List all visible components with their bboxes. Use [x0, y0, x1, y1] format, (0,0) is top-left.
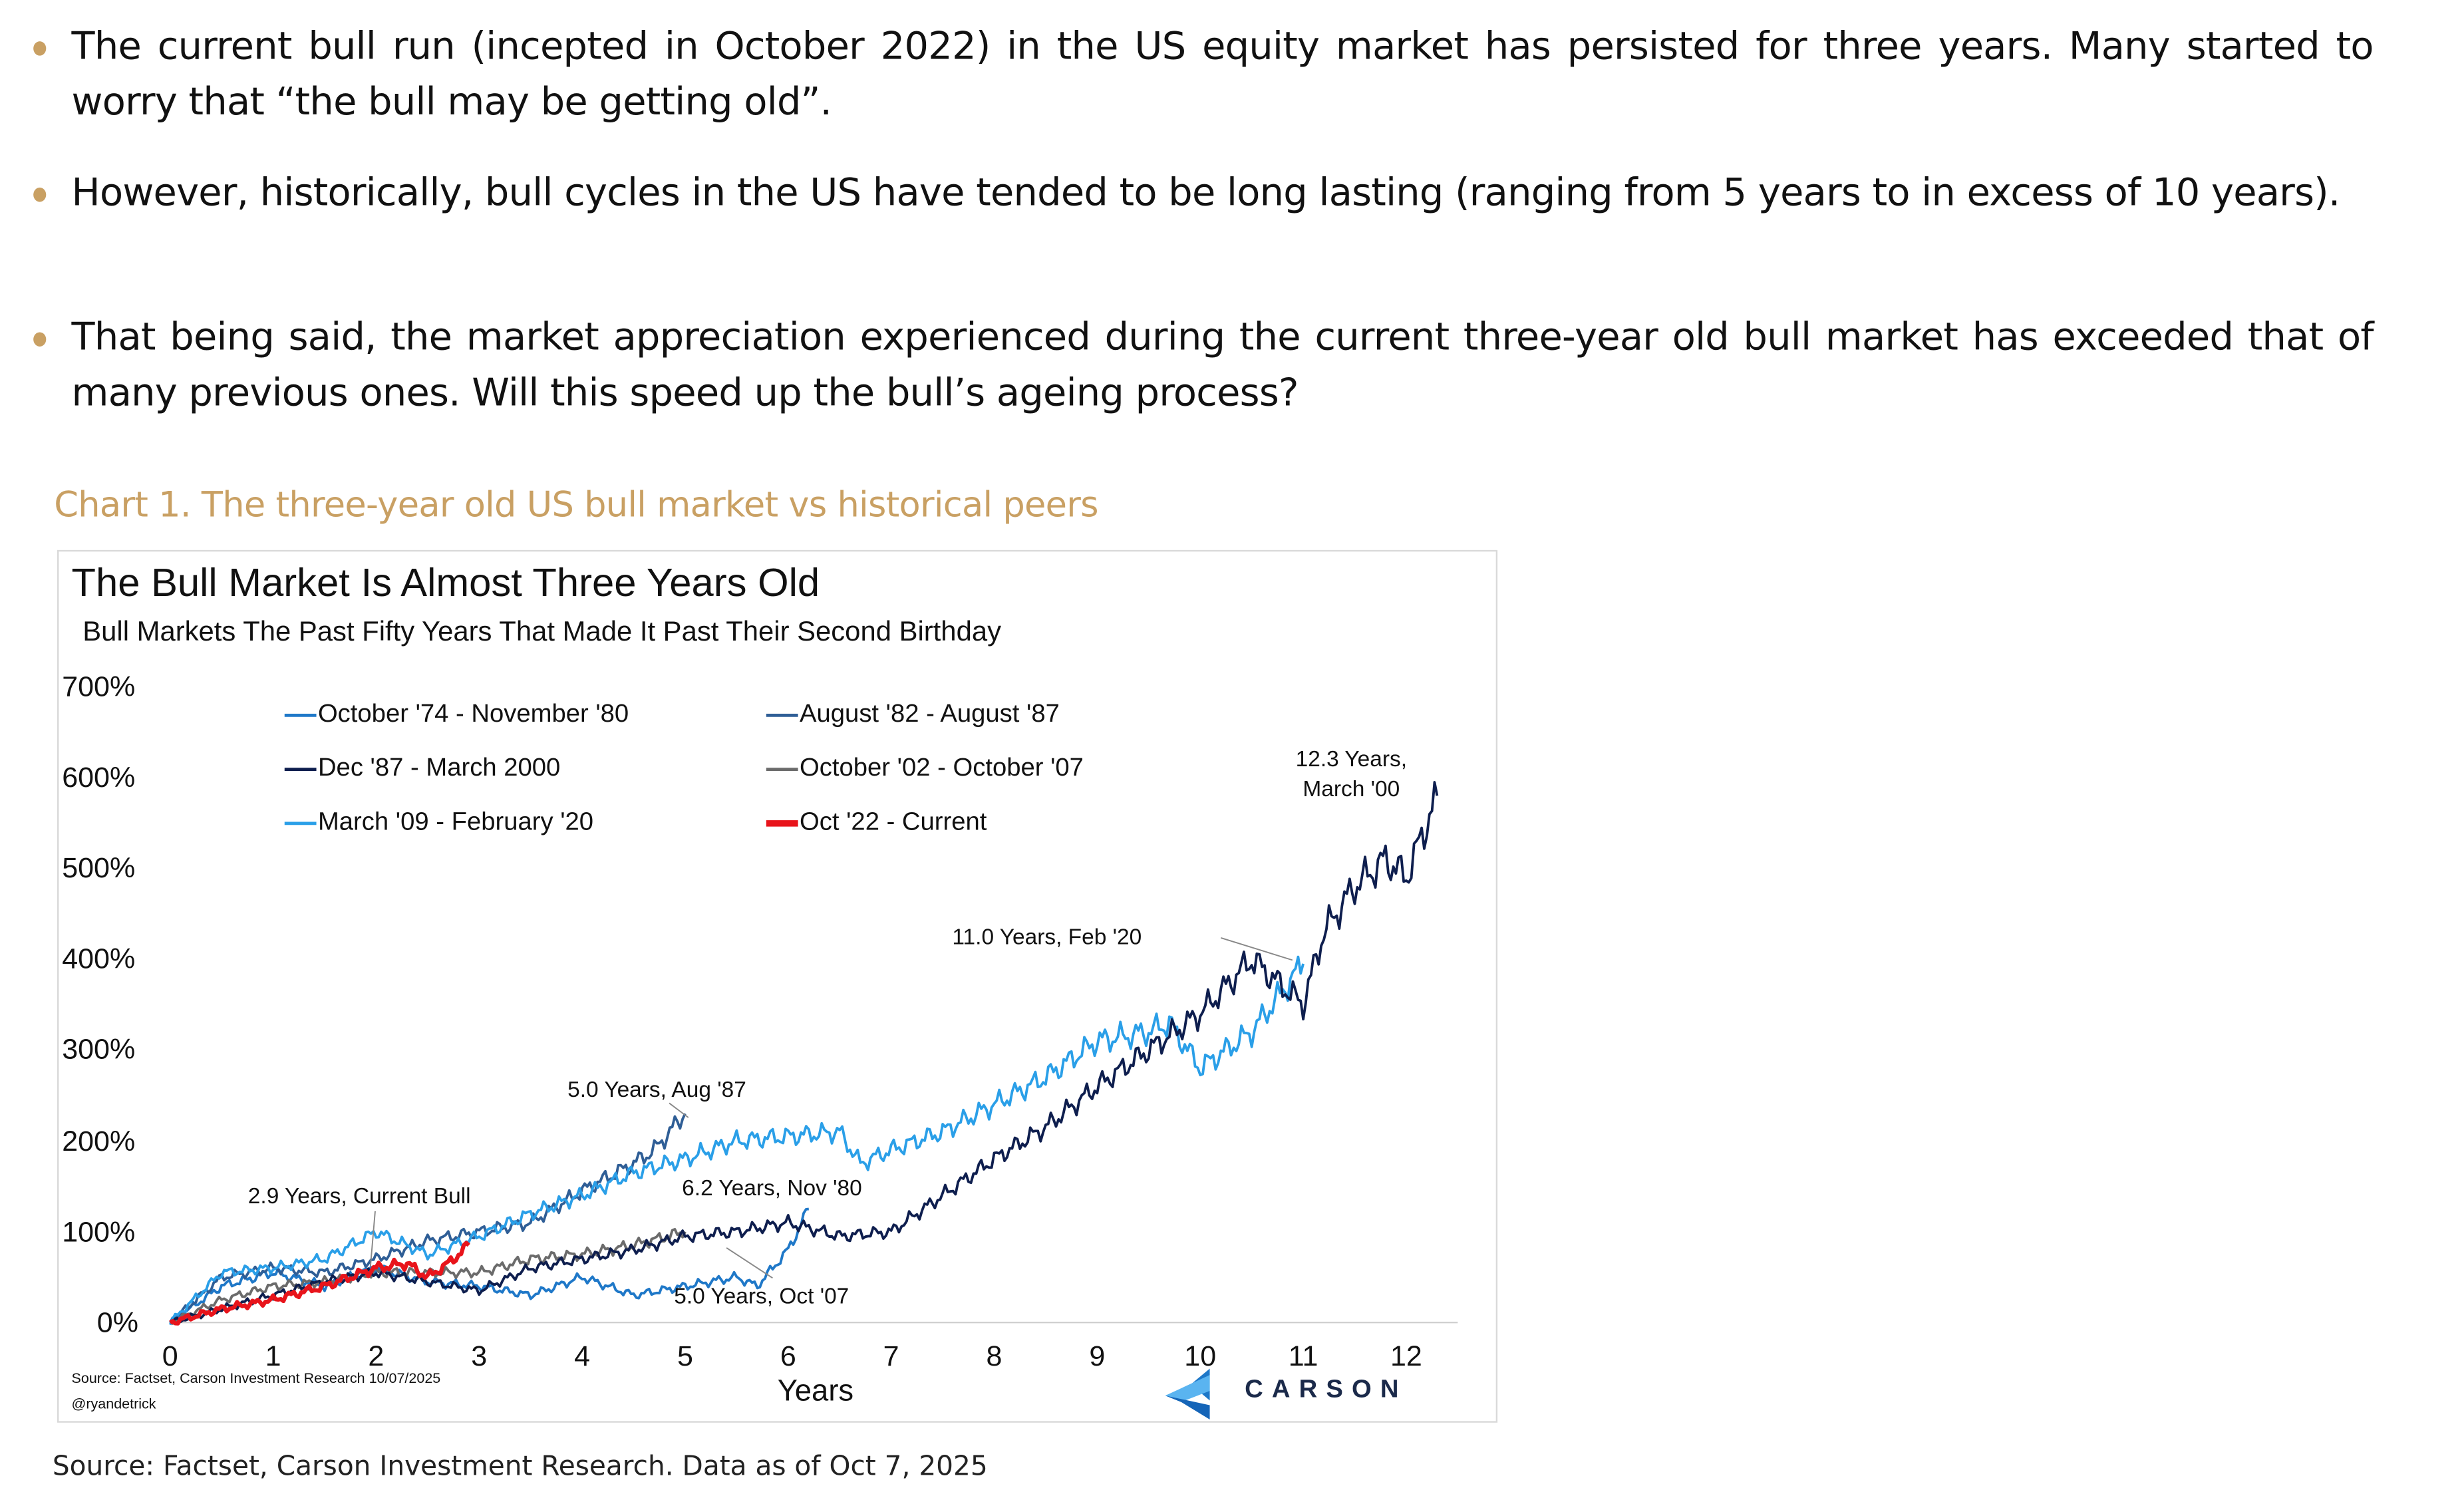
- bullet-item: The current bull run (incepted in Octobe…: [33, 19, 2374, 130]
- x-tick-label: 10: [1184, 1340, 1217, 1372]
- legend-item: August '82 - August '87: [766, 701, 1060, 730]
- legend-item: Dec '87 - March 2000: [284, 755, 561, 784]
- chart-subtitle: Bull Markets The Past Fifty Years That M…: [82, 615, 1002, 647]
- chart-handle: @ryandetrick: [71, 1396, 156, 1412]
- bullet-text: However, historically, bull cycles in th…: [71, 170, 2341, 215]
- series-line-5: [169, 1241, 470, 1326]
- y-tick-label: 0%: [96, 1306, 138, 1339]
- annotation-6-2-years: 6.2 Years, Nov '80: [682, 1174, 862, 1201]
- legend-item: Oct '22 - Current: [766, 809, 987, 837]
- annotation-current-bull: 2.9 Years, Current Bull: [247, 1182, 471, 1209]
- x-tick-label: 9: [1089, 1340, 1106, 1372]
- legend-swatch: [284, 821, 317, 825]
- source-note: Source: Factset, Carson Investment Resea…: [52, 1451, 988, 1483]
- bullet-item: That being said, the market appreciation…: [33, 310, 2374, 421]
- x-tick-label: 0: [162, 1340, 178, 1372]
- bullet-text: The current bull run (incepted in Octobe…: [71, 23, 2374, 124]
- annotation-5-years-aug87: 5.0 Years, Aug '87: [567, 1076, 746, 1102]
- carson-logo-icon: [1165, 1368, 1210, 1420]
- chart-source: Source: Factset, Carson Investment Resea…: [71, 1370, 441, 1386]
- x-tick-label: 11: [1288, 1340, 1318, 1372]
- legend-item: March '09 - February '20: [284, 809, 594, 837]
- annotation-5-years-oct07: 5.0 Years, Oct '07: [674, 1282, 849, 1308]
- legend-swatch: [766, 713, 798, 718]
- x-tick-label: 2: [368, 1340, 385, 1372]
- bullet-dot-icon: [33, 41, 47, 56]
- legend-item: October '74 - November '80: [284, 700, 629, 730]
- bullet-item: However, historically, bull cycles in th…: [33, 166, 2374, 222]
- series-line-1: [169, 1113, 687, 1324]
- y-tick-label: 300%: [62, 1033, 136, 1066]
- x-tick-label: 12: [1390, 1340, 1422, 1372]
- legend-swatch: [766, 767, 798, 772]
- legend-label: March '09 - February '20: [317, 809, 594, 836]
- legend-label: October '02 - October '07: [800, 755, 1084, 782]
- y-tick-label: 600%: [62, 761, 136, 794]
- legend-label: October '74 - November '80: [317, 700, 629, 728]
- legend-swatch: [284, 713, 317, 718]
- x-axis-label: Years: [777, 1375, 854, 1409]
- bullet-text: That being said, the market appreciation…: [71, 315, 2374, 415]
- annotation-leader: [1221, 937, 1293, 961]
- chart: The Bull Market Is Almost Three Years Ol…: [57, 549, 1498, 1423]
- chart-caption: Chart 1. The three-year old US bull mark…: [54, 486, 1098, 526]
- plot-area: [168, 781, 1458, 1420]
- series-line-0: [169, 1207, 809, 1324]
- annotation-leader: [669, 1102, 689, 1118]
- legend-item: October '02 - October '07: [766, 755, 1084, 784]
- x-tick-label: 5: [677, 1340, 693, 1372]
- carson-logo-text: CARSON: [1245, 1376, 1408, 1404]
- annotation-text: 12.3 Years,: [1295, 745, 1408, 772]
- y-tick-label: 700%: [62, 670, 136, 703]
- y-tick-label: 100%: [62, 1216, 136, 1248]
- series-line-2: [170, 781, 1439, 1324]
- legend-label: August '82 - August '87: [800, 700, 1060, 728]
- y-tick-label: 500%: [62, 851, 136, 884]
- bullet-dot-icon: [33, 187, 47, 202]
- x-tick-label: 1: [265, 1340, 281, 1372]
- legend-swatch: [766, 820, 798, 827]
- bullet-dot-icon: [33, 332, 47, 347]
- legend-label: Dec '87 - March 2000: [317, 755, 561, 782]
- annotation-leader: [726, 1247, 773, 1279]
- series-line-4: [168, 955, 1305, 1326]
- annotation-11-years: 11.0 Years, Feb '20: [952, 923, 1142, 949]
- annotation-12-3-years: 12.3 Years, March '00: [1296, 744, 1407, 804]
- x-tick-label: 3: [471, 1340, 488, 1372]
- annotation-leader: [369, 1211, 376, 1267]
- annotation-text: March '00: [1303, 776, 1400, 802]
- y-tick-label: 200%: [62, 1125, 136, 1157]
- x-tick-label: 4: [574, 1340, 591, 1372]
- legend-label: Oct '22 - Current: [800, 809, 987, 836]
- chart-title: The Bull Market Is Almost Three Years Ol…: [71, 561, 820, 606]
- x-tick-label: 6: [780, 1340, 796, 1372]
- y-tick-label: 400%: [62, 943, 136, 974]
- legend-swatch: [284, 767, 317, 772]
- x-tick-label: 7: [883, 1340, 899, 1372]
- x-tick-label: 8: [986, 1340, 1002, 1372]
